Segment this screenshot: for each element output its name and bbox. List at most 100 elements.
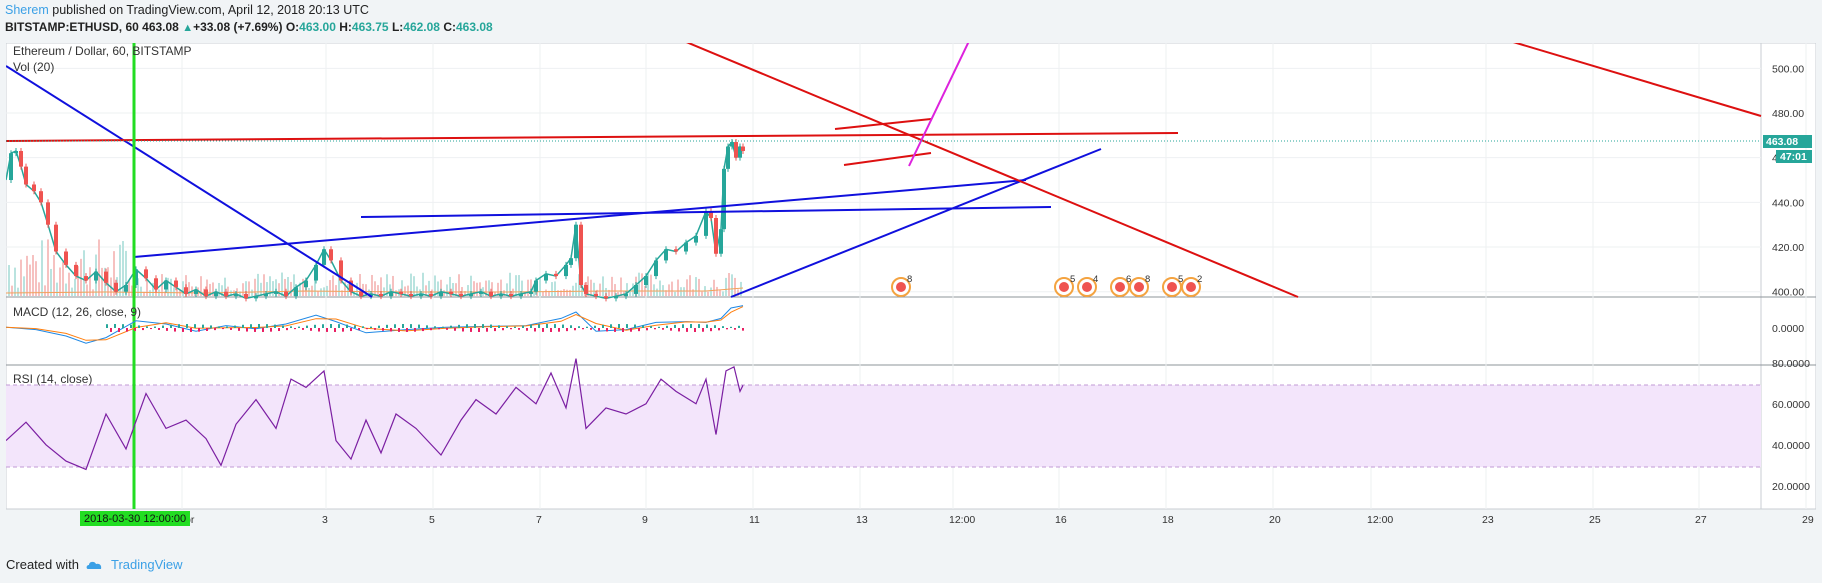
macd-hist-bar [482,324,484,328]
macd-hist-bar [326,328,328,332]
resistance-line[interactable] [6,132,1179,142]
author-link[interactable]: Sherem [5,3,49,17]
trendline-blue-2[interactable] [133,179,1027,258]
volume-bar [599,283,601,296]
trendline-blue-4[interactable] [730,148,1102,298]
candle-body [54,224,58,252]
macd-hist-bar [706,324,708,328]
candle-body [419,293,423,297]
macd-hist-bar [666,325,668,328]
macd-hist-bar [198,328,200,332]
economic-events[interactable]: 8 5 4 6 8 5 2 [891,274,1202,297]
volume-bar [716,286,718,296]
candle-body [529,291,533,294]
macd-hist-bar [214,328,216,331]
volume-bar [47,239,49,296]
macd-hist-bar [250,324,252,328]
projection-line[interactable] [908,43,970,167]
macd-hist-bar [686,328,688,332]
volume-bar [542,291,544,296]
macd-hist-bar [218,326,220,328]
volume-bar [503,290,505,296]
macd-hist-bar [490,324,492,328]
volume-bar [374,281,376,296]
trendline-red-1[interactable] [679,43,1299,298]
volume-bar [728,273,730,296]
volume-bar [545,289,547,296]
event-flag-inner [1134,282,1144,292]
macd-hist-bar [638,328,640,332]
volume-bar [245,281,247,296]
volume-bar [368,289,370,296]
macd-hist-bar [518,328,520,330]
volume-bar [251,289,253,296]
macd-hist-bar [370,326,372,328]
volume-bar [293,274,295,296]
volume-bar [425,285,427,296]
macd-hist-bar [614,328,616,332]
macd-hist-bar [722,326,724,328]
candle-body [730,142,734,147]
volume-bar [71,287,73,296]
volume-bar [206,279,208,296]
macd-hist-bar [158,328,160,330]
volume-bar [65,283,67,296]
macd-hist-bar [150,328,152,330]
volume-bar [551,282,553,296]
price-tick-label: 480.00 [1772,108,1804,120]
macd-hist-bar [226,326,228,328]
channel-bottom[interactable] [843,152,932,166]
created-with-text: Created with [6,557,79,572]
trendline-blue-1[interactable] [6,65,373,298]
macd-hist-bar [530,324,532,328]
volume-bar [17,287,19,296]
volume-bar [650,274,652,296]
candle-body [664,249,668,261]
volume-bar [218,282,220,296]
channel-top[interactable] [834,118,932,130]
candle-body [449,291,453,294]
macd-hist-bar [498,325,500,328]
trendline-red-2[interactable] [1503,43,1762,117]
macd-hist-bar [138,325,140,328]
macd-hist-bar [174,328,176,332]
event-count: 4 [1093,274,1098,285]
macd-hist-bar [494,328,496,332]
volume-bar [125,250,127,296]
volume-bar [602,276,604,296]
macd-hist-bar [346,324,348,328]
volume-bar [428,280,430,296]
macd-hist-bar [466,324,468,328]
volume-bar [371,274,373,296]
candle-body [154,278,158,290]
volume-bar [254,278,256,296]
volume-bar [8,265,10,296]
macd-hist-bar [726,328,728,330]
trendline-blue-3[interactable] [360,206,1052,218]
volume-bar [149,290,151,296]
time-tick-label: 27 [1695,514,1707,526]
volume-bar [170,278,172,296]
macd-hist-bar [350,328,352,332]
low-value: 462.08 [403,20,440,34]
event-count: 2 [1197,274,1202,285]
macd-hist-bar [582,328,584,330]
volume-bar [233,290,235,296]
macd-hist-bar [474,324,476,328]
macd-hist-bar [406,328,408,332]
volume-bar [32,255,34,296]
drawings[interactable] [6,43,1762,509]
volume-bar [476,282,478,296]
macd-hist-bar [294,328,296,330]
tradingview-link[interactable]: TradingView [110,557,183,572]
macd-hist-bar [422,328,424,332]
macd-hist-bar [586,326,588,328]
macd-hist-bar [486,328,488,332]
macd-hist-bar [454,328,456,331]
macd-hist-bar [354,325,356,328]
volume-bar [320,288,322,296]
rsi-tick-label: 40.0000 [1772,440,1810,452]
time-tick-label: 12:00 [949,514,975,526]
volume-bar [596,289,598,296]
